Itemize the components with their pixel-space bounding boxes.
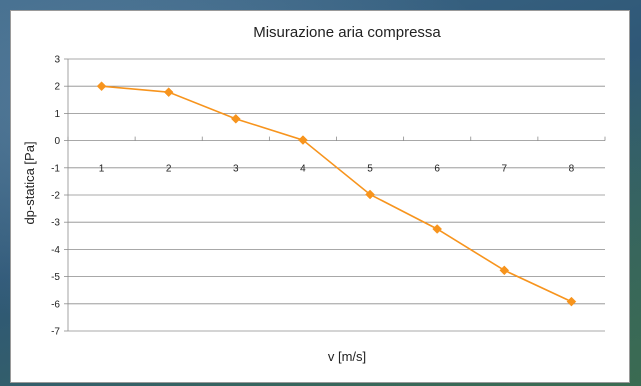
data-point-marker [566,296,577,307]
y-tick-label: -1 [51,163,60,174]
x-tick-labels: 1 2 3 4 5 6 7 8 [99,164,575,175]
data-point-marker [230,113,241,124]
x-tick-label: 4 [300,164,306,175]
data-point-marker [365,189,375,200]
y-axis-label: dp-statica [Pa] [22,141,37,224]
line-chart: Misurazione aria compressa dp-statica [P… [22,24,606,364]
x-tick-label: 7 [502,164,508,175]
y-tick-label: 1 [54,109,60,120]
data-point-marker [96,81,107,92]
x-tick-label: 1 [99,164,105,175]
gridlines [68,58,605,332]
x-tick-label: 5 [367,164,373,175]
axes [64,58,606,332]
series-group [96,81,577,307]
x-axis-label: v [m/s] [328,349,366,364]
series-line [101,85,572,303]
y-tick-label: -2 [51,191,60,202]
data-point-marker [499,265,510,276]
x-tick-label: 8 [569,164,575,175]
y-tick-label: 2 [54,82,60,93]
x-tick-label: 2 [166,164,172,175]
data-point-marker [298,135,308,145]
chart-title: Misurazione aria compressa [253,24,441,41]
y-tick-label: 3 [54,55,60,66]
y-tick-label: -3 [51,218,60,229]
chart-card: Misurazione aria compressa dp-statica [P… [10,10,630,383]
data-point-marker [163,87,174,98]
y-tick-label: -6 [51,299,60,310]
data-point-marker [432,224,443,234]
y-tick-label: -4 [51,245,60,256]
y-tick-label: -5 [51,272,60,283]
x-tick-label: 3 [233,164,239,175]
y-tick-label: 0 [54,136,60,147]
y-tick-labels: 3 2 1 0 -1 -2 -3 -4 -5 -6 -7 [51,55,60,338]
x-tick-label: 6 [434,164,440,175]
y-tick-label: -7 [51,327,60,338]
